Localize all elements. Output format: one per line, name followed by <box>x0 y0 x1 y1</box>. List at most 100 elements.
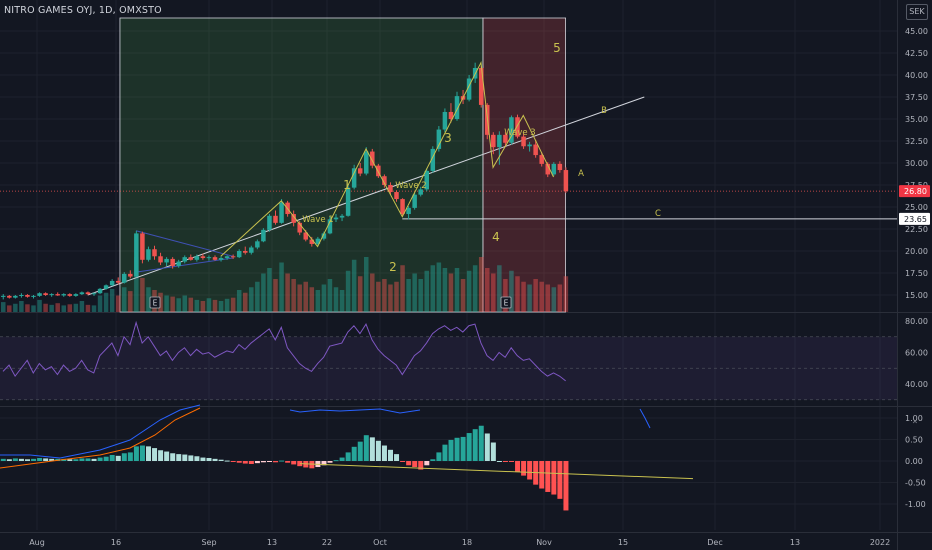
volume-bar <box>200 301 206 312</box>
candle-body <box>521 136 526 147</box>
macd-histogram-bar <box>430 459 436 461</box>
volume-bar <box>273 279 278 312</box>
volume-bar <box>509 270 514 312</box>
candle-body <box>503 134 508 143</box>
rsi-axis-label: 60.00 <box>905 349 928 358</box>
currency-badge[interactable]: SEK <box>906 4 928 20</box>
last-price-tag <box>899 185 930 198</box>
volume-bar <box>194 299 200 312</box>
volume-bar <box>497 265 502 312</box>
candle-body <box>557 163 563 171</box>
price-axis-label: 17.50 <box>905 269 928 278</box>
candle-body <box>206 257 212 259</box>
volume-bar <box>176 298 181 312</box>
time-axis-label: 16 <box>111 538 121 547</box>
volume-bar <box>563 276 569 312</box>
macd-histogram-bar <box>188 455 194 461</box>
macd-histogram-bar <box>285 461 291 463</box>
volume-bar <box>19 301 24 312</box>
volume-bar <box>103 292 109 312</box>
price-axis-label: 42.50 <box>905 49 928 58</box>
price-axis-label: 15.00 <box>905 291 928 300</box>
macd-histogram-bar <box>321 461 327 466</box>
candle-body <box>61 294 66 296</box>
volume-bar <box>557 284 563 312</box>
candle-body <box>249 247 254 253</box>
macd-histogram-bar <box>424 461 430 466</box>
candle-body <box>182 257 187 262</box>
macd-histogram-bar <box>327 461 333 463</box>
macd-histogram-bar <box>484 433 490 461</box>
time-axis-label: 13 <box>790 538 800 547</box>
macd-histogram-bar <box>97 457 103 461</box>
macd-histogram-bar <box>273 461 279 463</box>
candle-body <box>491 134 496 148</box>
candle-body <box>43 293 48 295</box>
macd-histogram-bar <box>127 452 133 461</box>
volume-bar <box>37 299 42 312</box>
volume-bar <box>460 279 466 312</box>
candle-body <box>103 285 109 289</box>
candle-body <box>49 294 54 296</box>
candle-body <box>333 217 339 220</box>
macd-histogram-bar <box>418 461 424 470</box>
elliott-wave-path <box>220 60 554 257</box>
price-axis-label: 20.00 <box>905 247 928 256</box>
macd-histogram-bar <box>509 461 514 462</box>
candle-body <box>261 229 266 242</box>
macd-histogram-bar <box>490 442 496 461</box>
candle-body <box>430 148 436 171</box>
candle-body <box>364 151 369 174</box>
macd-histogram-bar <box>309 461 315 469</box>
candle-body <box>442 111 448 130</box>
macd-histogram-bar <box>206 457 212 461</box>
candle-body <box>91 293 97 295</box>
volume-bar <box>345 270 351 312</box>
candle-body <box>315 238 321 244</box>
symbol-title[interactable]: NITRO GAMES OYJ, 1D, OMXSTO <box>4 5 162 16</box>
macd-histogram-bar <box>496 461 502 462</box>
volume-bar <box>472 265 478 312</box>
macd-histogram-bar <box>345 452 351 461</box>
volume-bar <box>218 301 224 312</box>
candle-body <box>55 294 60 296</box>
macd-histogram-bar <box>200 457 206 461</box>
candle-body <box>115 280 121 283</box>
candle-body <box>230 256 236 258</box>
volume-bar <box>91 305 97 312</box>
candle-body <box>400 199 405 215</box>
macd-histogram-bar <box>472 429 478 461</box>
candle-body <box>563 170 569 192</box>
macd-line-segment <box>639 408 651 429</box>
volume-bar <box>97 295 103 312</box>
macd-histogram-bar <box>43 458 49 461</box>
price-axis-label: 25.00 <box>905 203 928 212</box>
candle-body <box>152 249 157 257</box>
volume-bar <box>454 268 460 312</box>
macd-histogram-bar <box>25 459 30 461</box>
volume-bar <box>61 305 66 312</box>
candle-body <box>218 258 224 260</box>
volume-bar <box>158 292 163 312</box>
candle-body <box>466 78 472 100</box>
candle-body <box>327 219 333 234</box>
price-axis-label: 45.00 <box>905 27 928 36</box>
macd-histogram-bar <box>448 439 454 461</box>
macd-histogram-bar <box>502 461 508 462</box>
macd-histogram-bar <box>369 437 375 461</box>
candle-body <box>454 96 460 119</box>
volume-bar <box>134 257 139 312</box>
time-axis-label: Dec <box>707 538 722 547</box>
wave-b-label: B <box>601 106 607 116</box>
volume-bar <box>545 284 550 312</box>
volume-bar <box>128 291 133 312</box>
chevron-up-icon[interactable]: ⌃ <box>910 420 920 431</box>
earnings-marker-label: E <box>504 299 509 308</box>
volume-bar <box>115 295 121 312</box>
volume-bar <box>212 299 218 312</box>
volume-bar <box>55 303 60 312</box>
rsi-axis-label: 40.00 <box>905 380 928 389</box>
candle-body <box>97 288 103 294</box>
macd-histogram-bar <box>103 456 109 461</box>
